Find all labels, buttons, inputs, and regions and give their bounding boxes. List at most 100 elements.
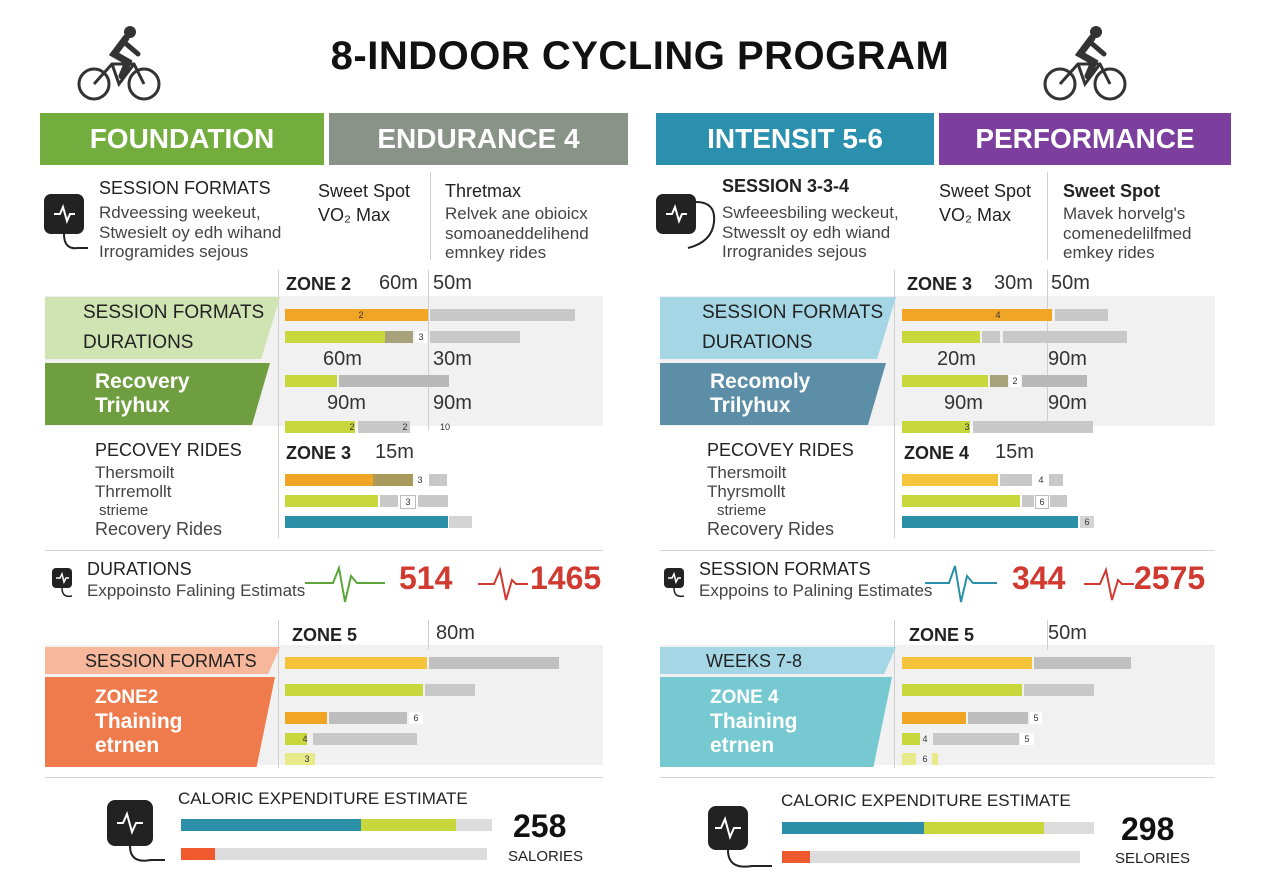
durations-subtitle: Exppoinsto Falining Estimats [87,581,306,600]
zone-bar [1022,495,1034,507]
zone-bar [902,516,1078,528]
cyclist-icon [1043,26,1127,101]
zone-bar [285,309,428,321]
zone-bar [429,474,447,486]
divider [1047,270,1048,430]
zone-bar [1022,375,1087,387]
threshold-heading: Thretmax [445,181,522,201]
zone-bar [1034,657,1131,669]
bar-mark: 10 [439,422,450,432]
page-title: 8-INDOOR CYCLING PROGRAM [330,34,950,78]
zone-bar [285,733,307,745]
zone-bar [1000,474,1032,486]
zone-bar [902,753,916,765]
phase-endurance: ENDURANCE 4 [329,113,628,165]
zone-bar [430,309,575,321]
heart-rate-monitor-icon [44,194,88,250]
heartbeat-line-icon [305,564,385,603]
zone-bar [285,421,355,433]
calorie-bar [782,822,924,834]
zone-label: ZONE 3 [907,274,973,294]
duration-total: 344 [1012,560,1066,596]
zone-bar [339,375,449,387]
zone-label: ZONE 2 [286,274,352,294]
calorie-bar [456,819,492,831]
durations-heading: DURATIONS [87,559,192,579]
calorie-unit: SALORIES [508,848,584,865]
zone-bar [285,331,385,343]
calorie-total: 2575 [1134,560,1206,596]
zone-bar [902,657,1032,669]
bar-mark: 4 [995,310,1001,320]
zone-bar [329,712,407,724]
zone-bar [932,753,938,765]
calorie-bar [181,819,361,831]
zone-bar [373,474,413,486]
zone-bar [285,375,337,387]
session-description: Rdveessing weekeut, Stwesielt oy edh wih… [99,203,282,262]
heart-rate-monitor-icon [664,568,685,598]
zone-bar [429,657,559,669]
heart-rate-monitor-icon [52,568,73,598]
heartbeat-line-icon [925,565,997,603]
zone-bar [358,421,410,433]
bar-mark: 2 [402,422,408,432]
bar-mark: 3 [413,474,427,486]
duration-label: 50m [1051,272,1090,294]
duration-total: 514 [399,560,453,596]
zone-bar [285,495,378,507]
zone-bar [902,375,988,387]
divider [278,270,279,538]
bar-mark: 6 [409,712,423,724]
divider [660,777,1215,778]
bar-mark: 6 [922,754,928,764]
divider [45,550,603,551]
zone-bar [449,516,472,528]
zone-bar [973,421,1093,433]
bar-mark: 5 [1030,712,1042,724]
cyclist-icon [77,26,161,101]
session-formats-chevron: SESSION FORMATS DURATIONS [45,297,280,359]
zone-bar [982,331,1000,343]
workout-types: Sweet Spot VO₂ Max [318,181,411,225]
recovery-chevron: Recovery Triyhux [45,363,270,425]
calorie-value: 298 [1121,811,1175,847]
duration-label: 15m [995,441,1034,463]
bar-mark: 2 [349,422,355,432]
duration-label: 30m [994,272,1033,294]
caloric-expenditure-heading: CALORIC EXPENDITURE ESTIMATE [781,791,1071,810]
zone-bar [1055,309,1108,321]
bar-mark: 3 [415,331,427,343]
zone-bar [902,331,980,343]
phase-intensity: INTENSIT 5-6 [656,113,934,165]
duration-label: 50m [433,272,472,294]
durations-subtitle: Exppoins to Palining Estimates [699,581,933,600]
session-formats-chevron: SESSION FORMATS [45,647,280,674]
duration-label: 15m [375,441,414,463]
session-formats-chevron: SESSION FORMATS DURATIONS [660,297,896,359]
divider [894,270,895,538]
duration-label: 90m [433,392,472,414]
zone-label: ZONE 5 [909,625,975,645]
durations-heading: SESSION FORMATS [699,559,871,579]
bar-mark: 4 [922,734,928,744]
duration-label: 90m [1048,348,1087,370]
duration-label: 60m [323,348,362,370]
calorie-bar [782,851,810,863]
zone-bar [285,753,315,765]
bar-mark: 3 [304,754,310,764]
calorie-bar [1044,822,1094,834]
caloric-expenditure-heading: CALORIC EXPENDITURE ESTIMATE [178,789,468,808]
bar-mark: 3 [964,422,970,432]
threshold-description: Mavek horvelg's comenedelilfmed emkey ri… [1063,204,1192,263]
duration-label: 80m [436,622,475,644]
duration-label: 90m [327,392,366,414]
zone-bar [285,712,327,724]
zone-bar [902,474,998,486]
zone-bar [902,421,970,433]
session-formats-heading: SESSION 3-3-4 [722,176,850,196]
zone-label: ZONE 4 [904,443,970,463]
zone-bar [902,495,1020,507]
divider [278,620,279,768]
recovery-rides-list: PECOVEY RIDES Thersmoilt Thrremollt stri… [95,440,242,540]
